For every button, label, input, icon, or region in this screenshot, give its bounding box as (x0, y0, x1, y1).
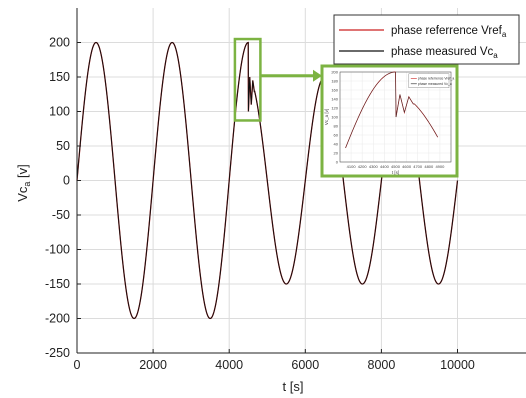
y-tick-label: 100 (49, 105, 70, 119)
inset-x-tick-label: 4300 (369, 164, 379, 169)
inset-x-tick-label: 4600 (402, 164, 412, 169)
legend-box (333, 14, 520, 65)
inset-y-tick-label: 100 (331, 115, 338, 120)
y-tick-label: -150 (45, 277, 70, 291)
inset-x-tick-label: 4700 (413, 164, 423, 169)
y-tick-label: 50 (56, 139, 70, 153)
legend: phase referrence Vrefa phase measured Vc… (333, 14, 520, 65)
inset-y-tick-label: 40 (334, 142, 339, 147)
y-tick-label: 0 (63, 174, 70, 188)
x-tick-label: 6000 (291, 358, 319, 372)
inset-series-line-measured (345, 71, 438, 149)
legend-label-measured: phase measured Vca (391, 46, 498, 60)
y-tick-label: 200 (49, 36, 70, 50)
inset-y-tick-label: 60 (334, 133, 339, 138)
axes: 0 2000 4000 6000 8000 10000-250-200-150-100-5… (45, 8, 526, 372)
inset-x-tick-label: 4100 (347, 164, 357, 169)
inset-y-axis-label: Vc_a [v] (324, 109, 329, 125)
inset-y-tick-label: 120 (331, 106, 338, 111)
inset-y-tick-label: 180 (331, 79, 338, 84)
inset-legend-label-measured: phase measured Vc_a (418, 82, 452, 86)
x-axis-label: t [s] (283, 379, 304, 394)
x-tick-label: 2000 (139, 358, 167, 372)
inset-x-tick-label: 4900 (435, 164, 445, 169)
y-tick-label: -250 (45, 346, 70, 360)
y-tick-label: 150 (49, 70, 70, 84)
inset-x-tick-label: 4800 (424, 164, 434, 169)
inset-legend-box (408, 73, 450, 89)
x-tick-label: 0 (74, 358, 81, 372)
x-tick-label: 10000 (440, 358, 475, 372)
inset-legend-label-reference: phase referrence Vref_a (418, 77, 455, 81)
inset-y-tick-label: 160 (331, 88, 338, 93)
inset-y-tick-label: 140 (331, 97, 338, 102)
legend-label-reference: phase referrence Vrefa (391, 25, 507, 39)
inset-y-tick-label: 80 (334, 124, 339, 129)
zoom-annotation (233, 37, 322, 122)
y-tick-label: -50 (52, 208, 70, 222)
x-tick-label: 4000 (215, 358, 243, 372)
zoom-arrow-head (313, 69, 322, 82)
inset-y-tick-label: 20 (334, 151, 339, 156)
inset-zoom-plot: 4100 4200 4300 4400 4500 4600 4700 4800 4900 0 20 4… (320, 64, 459, 178)
inset-x-tick-label: 4200 (358, 164, 368, 169)
inset-x-axis-label: t [s] (392, 170, 399, 175)
inset-y-tick-label: 200 (331, 70, 338, 75)
y-tick-label: -200 (45, 312, 70, 326)
y-axis-label: Vca [v] (15, 164, 32, 202)
x-tick-label: 8000 (368, 358, 396, 372)
zoom-region-box (233, 37, 262, 122)
inset-x-tick-label: 4400 (380, 164, 390, 169)
y-tick-label: -100 (45, 243, 70, 257)
inset-y-tick-label: 0 (336, 160, 339, 165)
inset-x-tick-label: 4500 (391, 164, 401, 169)
